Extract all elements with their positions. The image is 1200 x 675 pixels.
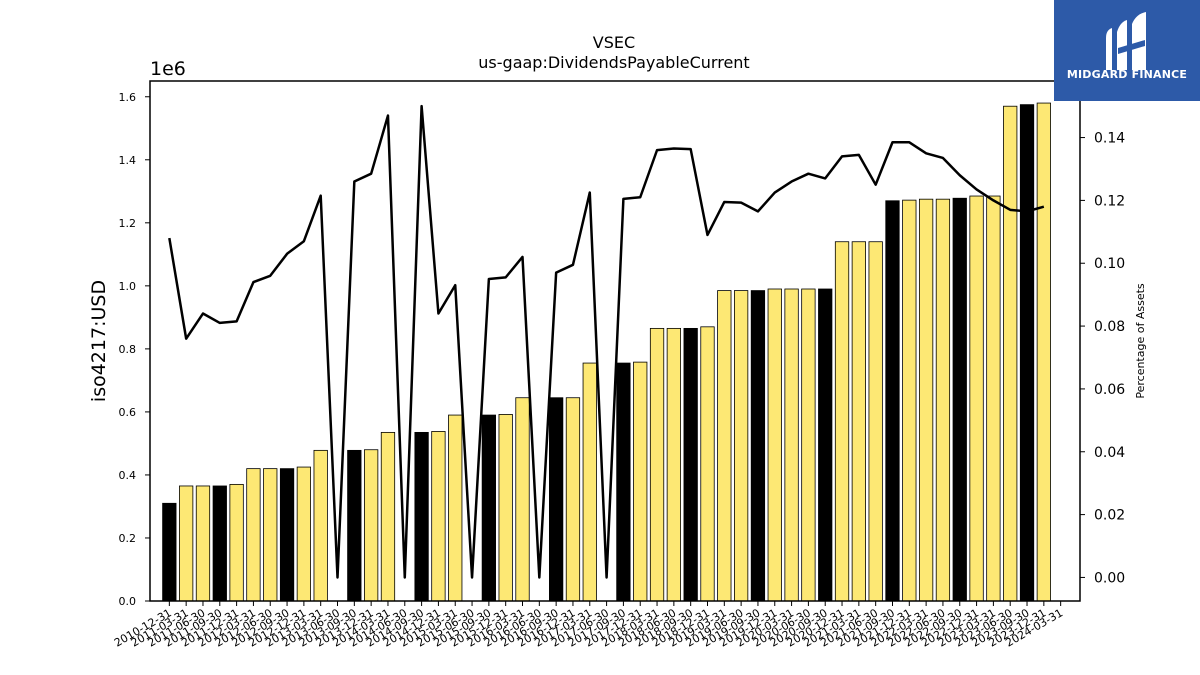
bar [1003,105,1018,602]
bar [549,397,564,602]
y-tick-label: 0.6 [119,406,137,419]
bar [246,468,261,602]
bar [616,362,631,602]
bar [431,431,446,602]
bar [700,326,715,602]
percentage-line [168,104,1045,579]
bar [851,241,866,602]
y2-tick-label: 0.04 [1094,445,1125,461]
y2-tick-label: 0.12 [1094,193,1125,209]
chart-subtitle: us-gaap:DividendsPayableCurrent [478,53,749,72]
y-multiplier-label: 1e6 [150,58,186,80]
bar [801,288,816,602]
bar [498,414,513,602]
bar [834,241,850,602]
bars-layer [162,102,1051,602]
y-axis: 0.0 0.2 0.4 0.6 0.8 1.0 1.2 1.4 1.6 [119,91,150,608]
bar [195,485,211,602]
brand-name: MIDGARD FINANCE [1066,68,1188,81]
bar [767,288,782,602]
y-tick-label: 1.0 [119,280,137,293]
bar [414,431,429,602]
bar [212,485,227,602]
bar [784,288,799,602]
bar [952,197,967,602]
bar [969,195,984,602]
bar [649,327,665,602]
bar [313,449,328,602]
bar [347,449,362,602]
bar [565,397,581,602]
chart-title: VSEC [593,33,635,52]
y2-axis-label: Percentage of Assets [1134,283,1147,399]
bar [818,288,833,602]
y2-tick-label: 0.10 [1094,256,1125,272]
bar [750,290,766,602]
y2-tick-label: 0.08 [1094,319,1125,335]
line-layer [168,104,1045,579]
bar [448,414,463,602]
bar [986,195,1001,602]
bar [179,485,194,602]
y-tick-label: 0.2 [119,532,137,545]
bar [364,449,379,602]
bar [935,198,951,602]
bar [1019,104,1035,602]
bar [902,199,917,602]
bar [1036,102,1051,602]
bar [868,241,883,602]
bar [263,468,278,602]
bar [717,290,732,602]
bar [481,414,496,602]
bar [582,362,597,602]
y-tick-label: 1.6 [119,91,137,104]
bar [229,483,244,602]
y2-tick-label: 0.14 [1094,131,1125,147]
y-tick-label: 1.2 [119,217,137,230]
y2-tick-label: 0.00 [1094,570,1125,586]
y-tick-label: 0.0 [119,595,137,608]
bar [279,468,295,602]
bar [918,198,934,602]
bar [666,327,681,602]
bar [633,361,648,602]
bar [734,290,749,602]
y2-axis: 0.00 0.02 0.04 0.06 0.08 0.10 0.12 0.14 [1080,131,1125,586]
bar [296,466,311,602]
midgard-logo-icon [1106,12,1146,70]
y-tick-label: 0.8 [119,343,137,356]
bar [162,502,177,602]
brand-logo: MIDGARD FINANCE [1054,0,1200,101]
y2-tick-label: 0.06 [1094,382,1125,398]
plot-frame [149,80,1081,602]
x-axis: 2010-12-312011-03-312011-06-302011-09-30… [112,601,1065,650]
y-tick-label: 0.4 [119,469,137,482]
bar [515,397,530,602]
y-axis-label: iso4217:USD [88,280,110,402]
bar [683,327,698,602]
y-tick-label: 1.4 [119,154,137,167]
bar [885,200,900,602]
bar [380,431,396,602]
y2-tick-label: 0.02 [1094,508,1125,524]
